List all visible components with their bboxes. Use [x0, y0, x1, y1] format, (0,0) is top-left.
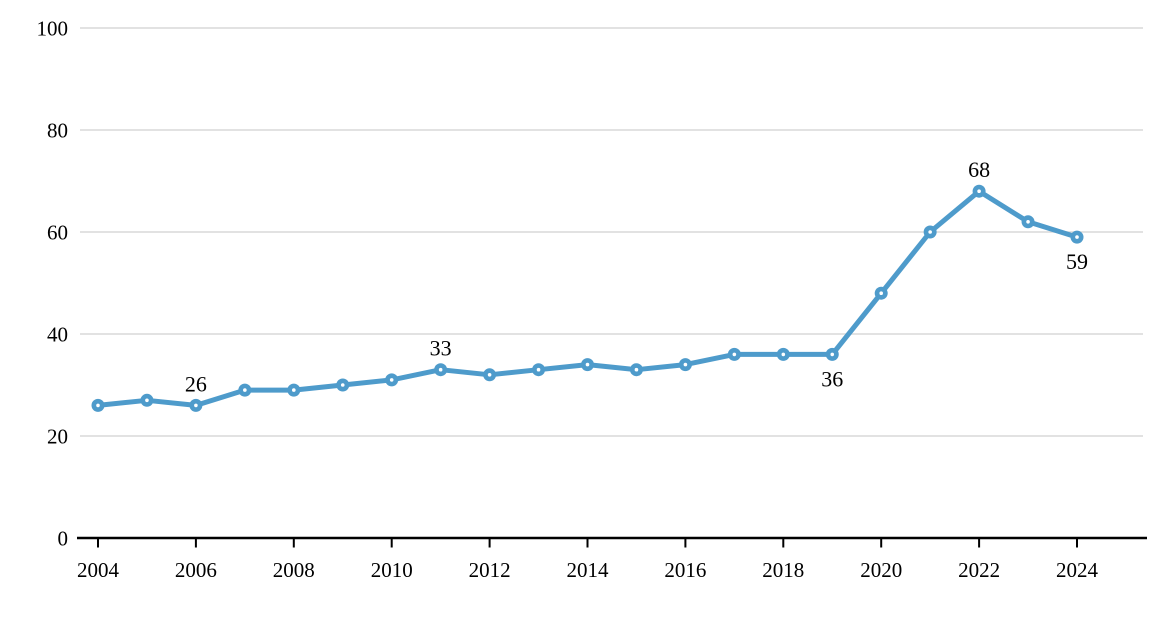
y-tick-label: 60 — [47, 220, 68, 244]
data-point-center-dot — [683, 362, 688, 367]
data-point-center-dot — [96, 403, 100, 408]
data-point-center-dot — [243, 388, 247, 392]
data-point-center-dot — [732, 352, 737, 357]
data-point-label: 26 — [185, 371, 207, 396]
data-point-center-dot — [536, 367, 541, 372]
data-point-center-dot — [830, 352, 835, 357]
x-tick-label: 2012 — [469, 558, 511, 582]
x-tick-label: 2022 — [958, 558, 1000, 582]
y-tick-label: 0 — [58, 526, 69, 550]
y-tick-label: 100 — [37, 16, 69, 40]
x-tick-label: 2010 — [371, 558, 413, 582]
data-point-center-dot — [634, 367, 639, 372]
data-point-center-dot — [977, 189, 981, 193]
data-point-center-dot — [487, 373, 492, 377]
data-point-label: 36 — [821, 366, 843, 391]
y-tick-label: 40 — [47, 322, 68, 346]
data-point-center-dot — [389, 378, 394, 382]
x-tick-label: 2016 — [664, 558, 706, 582]
data-point-center-dot — [1075, 235, 1079, 239]
data-point-center-dot — [928, 230, 932, 234]
data-point-center-dot — [1026, 220, 1030, 224]
y-tick-label: 80 — [47, 118, 68, 142]
x-tick-label: 2024 — [1056, 558, 1099, 582]
data-point-center-dot — [879, 291, 883, 296]
x-tick-label: 2006 — [175, 558, 217, 582]
x-tick-label: 2020 — [860, 558, 902, 582]
data-point-label: 33 — [430, 336, 452, 361]
x-tick-label: 2018 — [762, 558, 804, 582]
data-point-center-dot — [781, 352, 786, 357]
data-point-center-dot — [194, 403, 198, 408]
data-point-center-dot — [585, 362, 590, 367]
data-point-label: 68 — [968, 157, 990, 182]
x-tick-label: 2014 — [567, 558, 610, 582]
data-point-label: 59 — [1066, 249, 1088, 274]
data-point-center-dot — [292, 388, 296, 392]
y-tick-label: 20 — [47, 424, 68, 448]
data-point-center-dot — [340, 383, 345, 387]
x-tick-label: 2008 — [273, 558, 315, 582]
data-point-center-dot — [438, 367, 443, 372]
data-point-center-dot — [145, 398, 149, 403]
x-tick-label: 2004 — [77, 558, 120, 582]
